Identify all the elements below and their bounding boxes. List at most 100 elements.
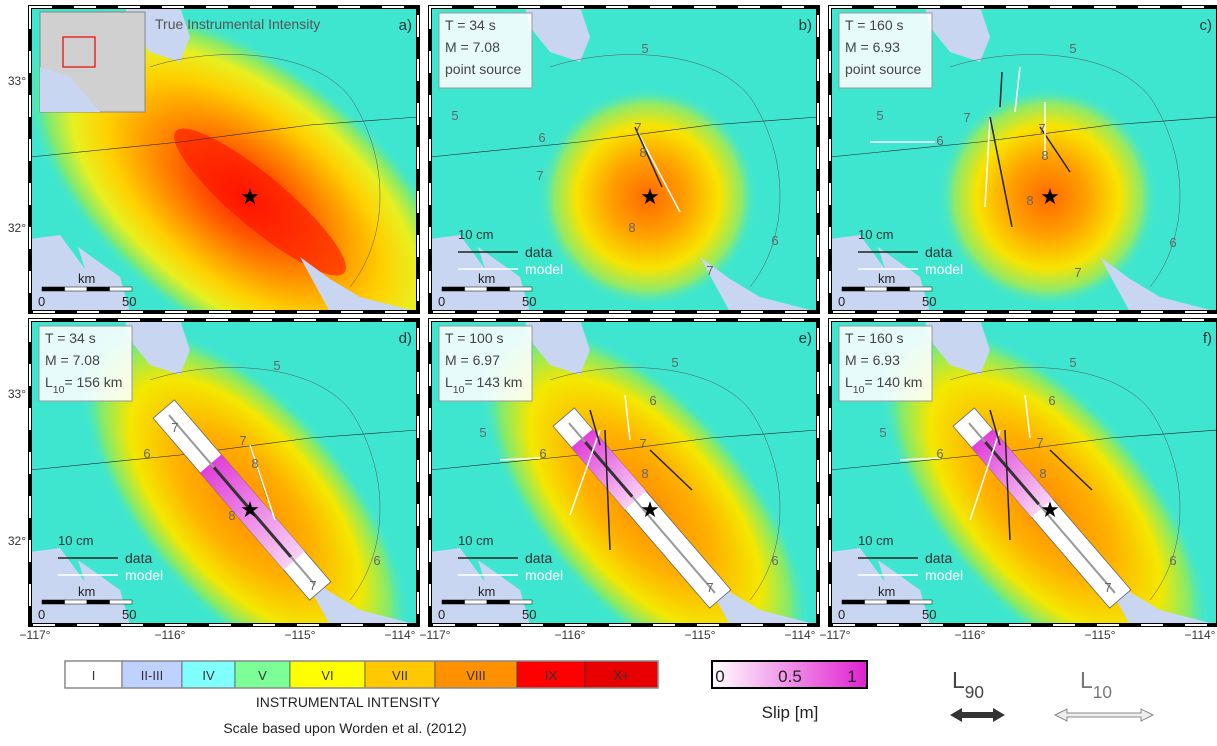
legend-scale: 10 cm	[858, 533, 893, 548]
contour-label: 8	[251, 456, 258, 471]
colorbar-label: IV	[202, 668, 215, 683]
info-text: point source	[445, 61, 521, 77]
scale-bar	[510, 287, 533, 291]
sub-base: L	[445, 374, 453, 390]
epicenter: ★	[240, 497, 260, 522]
x-tick-label: −116°	[155, 628, 186, 642]
panel-label: e)	[799, 330, 812, 347]
contour-label: 7	[536, 168, 543, 183]
contour-label: 8	[1026, 193, 1033, 208]
info-text: T = 34 s	[445, 17, 496, 33]
x-tick-label: −114°	[785, 628, 816, 642]
contour-label: 7	[309, 578, 316, 593]
scale-fifty: 50	[922, 607, 936, 622]
scale-bar	[87, 287, 110, 291]
scale-bar	[487, 287, 510, 291]
colorbar-label: X+	[613, 668, 629, 683]
contour-label: 6	[936, 446, 943, 461]
x-tick-label: −114°	[1185, 628, 1216, 642]
l10-legend: L10	[1080, 667, 1112, 702]
scale-bar	[910, 287, 933, 291]
x-tick-label: −115°	[285, 628, 316, 642]
scale-zero: 0	[838, 607, 845, 622]
contour-label: 8	[228, 508, 235, 523]
scale-bar	[110, 600, 133, 604]
x-tick-label: −115°	[1085, 628, 1116, 642]
sub-base: L	[45, 374, 53, 390]
legend-scale: 10 cm	[458, 227, 493, 242]
contour-label: 6	[1048, 393, 1055, 408]
scale-bar	[910, 600, 933, 604]
info-text: M = 7.08	[445, 39, 500, 55]
map-panel: ★56567867f)T = 160 sM = 6.93L10= 140 km1…	[820, 270, 1217, 740]
contour-label: 7	[634, 120, 641, 135]
scale-zero: 0	[438, 294, 445, 309]
contour-label: 5	[879, 425, 886, 440]
contour-label: 5	[273, 358, 280, 373]
epicenter: ★	[640, 497, 660, 522]
legend-model: model	[925, 567, 963, 583]
legend-data: data	[925, 244, 952, 260]
contour-label: 7	[963, 110, 970, 125]
info-text: point source	[845, 61, 921, 77]
scale-bar	[65, 287, 88, 291]
contour-label: 6	[771, 553, 778, 568]
scale-bar	[42, 287, 65, 291]
contour-label: 6	[649, 393, 656, 408]
colorbar-label: VI	[321, 668, 333, 683]
contour-label: 8	[1041, 148, 1048, 163]
sub-base: L	[845, 374, 853, 390]
l10-symbol	[1055, 709, 1153, 721]
y-tick-label: 33°	[8, 74, 26, 88]
sub-index: 10	[853, 384, 865, 396]
colorbar-label: I	[92, 668, 96, 683]
y-tick-label: 33°	[8, 387, 26, 401]
colorbar-label: VII	[392, 668, 408, 683]
legend-model: model	[525, 567, 563, 583]
contour-label: 7	[1104, 580, 1111, 595]
contour-label: 5	[641, 41, 648, 56]
contour-label: 7	[706, 263, 713, 278]
scale-fifty: 50	[122, 294, 136, 309]
scale-bar	[442, 600, 465, 604]
slip-label: Slip [m]	[762, 703, 819, 722]
contour-label: 5	[1069, 41, 1076, 56]
info-text: M = 6.93	[845, 39, 900, 55]
legend-scale: 10 cm	[458, 533, 493, 548]
scale-bar	[487, 600, 510, 604]
panel-label: c)	[1200, 17, 1213, 34]
y-tick-label: 32°	[8, 221, 26, 235]
y-tick-label: 32°	[8, 534, 26, 548]
scale-fifty: 50	[122, 607, 136, 622]
figure: True Instrumental Intensity★a)km05033°32…	[0, 0, 1217, 741]
scale-km: km	[78, 584, 95, 599]
scale-bar	[465, 287, 488, 291]
contour-label: 6	[771, 233, 778, 248]
scale-fifty: 50	[922, 294, 936, 309]
legend-model: model	[925, 261, 963, 277]
info-text: T = 160 s	[845, 17, 904, 33]
sub-index: 10	[53, 384, 65, 396]
epicenter: ★	[1040, 497, 1060, 522]
contour-label: 5	[451, 108, 458, 123]
map-panel: ★557678867b)T = 34 sM = 7.08point source…	[430, 7, 818, 312]
x-tick-label: −115°	[685, 628, 716, 642]
contour-label: 8	[639, 145, 646, 160]
panel-label: f)	[1203, 330, 1212, 347]
scale-bar	[842, 600, 865, 604]
legend-model: model	[525, 261, 563, 277]
info-text: T = 100 s	[445, 330, 504, 346]
contour-label: 5	[671, 355, 678, 370]
scale-bar	[865, 287, 888, 291]
info-text: M = 6.93	[845, 352, 900, 368]
info-text: M = 6.97	[445, 352, 500, 368]
contour-label: 5	[1069, 355, 1076, 370]
scale-bar	[842, 287, 865, 291]
x-tick-label: −117°	[820, 628, 851, 642]
scale-bar	[65, 600, 88, 604]
info-text: T = 34 s	[45, 330, 96, 346]
epicenter: ★	[240, 184, 260, 209]
scale-bar	[87, 600, 110, 604]
slip-tick: 0.5	[778, 667, 802, 686]
contour-label: 7	[239, 433, 246, 448]
